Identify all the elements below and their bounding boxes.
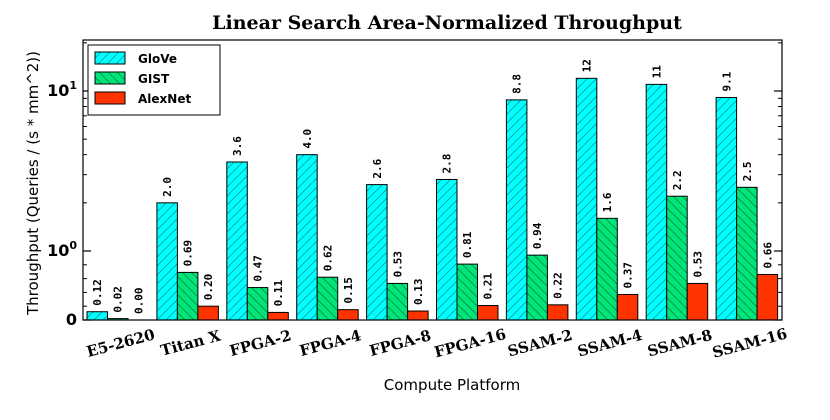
bar-gist-ssam-16 bbox=[736, 186, 758, 321]
data-label-glove-titan x: 2.0 bbox=[161, 177, 174, 197]
data-label-alexnet-ssam-2: 0.22 bbox=[552, 272, 565, 299]
data-label-gist-fpga-4: 0.62 bbox=[321, 245, 334, 272]
data-label-alexnet-ssam-8: 0.53 bbox=[691, 251, 704, 278]
data-label-glove-fpga-16: 2.8 bbox=[441, 154, 454, 174]
data-label-gist-ssam-2: 0.94 bbox=[531, 222, 544, 249]
data-label-gist-ssam-4: 1.6 bbox=[601, 192, 614, 212]
data-label-glove-fpga-8: 2.6 bbox=[371, 158, 384, 178]
data-label-glove-ssam-4: 12 bbox=[581, 59, 594, 72]
data-label-alexnet-fpga-2: 0.11 bbox=[272, 280, 285, 307]
bar-glove-fpga-8 bbox=[366, 184, 388, 321]
bar-gist-titan x bbox=[176, 271, 199, 321]
data-label-gist-fpga-16: 0.81 bbox=[461, 231, 474, 258]
x-tick-label-fpga-4: FPGA-4 bbox=[298, 326, 364, 360]
data-label-gist-fpga-8: 0.53 bbox=[391, 251, 404, 278]
data-label-alexnet-e5-2620: 0.00 bbox=[132, 288, 145, 315]
bar-glove-ssam-2 bbox=[505, 99, 528, 321]
data-label-alexnet-ssam-4: 0.37 bbox=[622, 262, 635, 289]
x-tick-label-ssam-8: SSAM-8 bbox=[646, 326, 715, 361]
legend-swatch-alexnet bbox=[94, 91, 126, 105]
data-label-glove-ssam-16: 9.1 bbox=[720, 71, 733, 91]
bar-gist-fpga-4 bbox=[316, 276, 339, 321]
bar-glove-ssam-16 bbox=[715, 97, 738, 321]
data-label-glove-ssam-2: 8.8 bbox=[511, 74, 524, 94]
data-label-glove-e5-2620: 0.12 bbox=[91, 279, 104, 306]
data-label-gist-e5-2620: 0.02 bbox=[112, 286, 125, 313]
bar-gist-fpga-8 bbox=[386, 282, 409, 321]
plot-frame bbox=[82, 39, 783, 321]
bar-glove-titan x bbox=[156, 202, 178, 321]
y-tick-label: 100 bbox=[47, 239, 77, 260]
legend-label-alexnet: AlexNet bbox=[138, 92, 191, 106]
data-label-gist-fpga-2: 0.47 bbox=[252, 255, 265, 282]
bar-glove-fpga-16 bbox=[436, 178, 458, 321]
plot-area: 0.12 0.02 0.00 2.0 0.69 0.20 3.6 0.47 0.11 4.0 0.6… bbox=[47, 39, 789, 362]
legend: GloVe GIST AlexNet bbox=[87, 44, 221, 116]
x-tick-label-fpga-2: FPGA-2 bbox=[228, 326, 294, 360]
bar-gist-ssam-8 bbox=[666, 195, 688, 321]
x-tick-label-fpga-16: FPGA-16 bbox=[432, 325, 508, 361]
data-label-gist-titan x: 0.69 bbox=[182, 240, 195, 267]
bar-glove-ssam-8 bbox=[645, 83, 668, 321]
y-tick-label: 101 bbox=[47, 79, 77, 100]
bar-gist-ssam-2 bbox=[526, 254, 548, 321]
x-axis-title: Compute Platform bbox=[384, 376, 520, 394]
bar-alexnet-fpga-16 bbox=[477, 305, 499, 321]
bar-alexnet-ssam-2 bbox=[546, 304, 569, 321]
x-tick-label-ssam-16: SSAM-16 bbox=[710, 325, 789, 362]
chart-title: Linear Search Area-Normalized Throughput bbox=[212, 12, 682, 34]
legend-label-glove: GloVe bbox=[138, 52, 177, 66]
data-label-glove-fpga-4: 4.0 bbox=[301, 129, 314, 149]
data-label-gist-ssam-16: 2.5 bbox=[741, 161, 754, 181]
bar-alexnet-ssam-8 bbox=[686, 282, 709, 321]
data-label-gist-ssam-8: 2.2 bbox=[671, 170, 684, 190]
legend-swatch-glove bbox=[94, 51, 126, 65]
y-axis-ticks bbox=[83, 42, 782, 307]
bar-glove-fpga-4 bbox=[296, 154, 318, 321]
bar-glove-e5-2620 bbox=[86, 311, 108, 321]
y-tick-label: 0 bbox=[66, 310, 77, 329]
bar-glove-ssam-4 bbox=[575, 77, 598, 321]
bar-alexnet-fpga-8 bbox=[407, 310, 429, 321]
bar-alexnet-ssam-16 bbox=[756, 273, 779, 321]
bar-gist-fpga-2 bbox=[246, 287, 269, 321]
data-label-alexnet-ssam-16: 0.66 bbox=[761, 242, 774, 269]
bar-alexnet-fpga-2 bbox=[267, 311, 289, 321]
bar-alexnet-titan x bbox=[197, 305, 219, 321]
bar-glove-fpga-2 bbox=[226, 161, 248, 321]
x-tick-label-fpga-8: FPGA-8 bbox=[367, 326, 433, 360]
legend-label-gist: GIST bbox=[138, 72, 170, 86]
x-tick-label-titan x: Titan X bbox=[159, 326, 223, 359]
x-tick-label-e5-2620: E5-2620 bbox=[85, 325, 157, 360]
data-label-alexnet-fpga-16: 0.21 bbox=[482, 273, 495, 300]
x-tick-label-ssam-4: SSAM-4 bbox=[576, 326, 645, 361]
data-label-alexnet-fpga-8: 0.13 bbox=[412, 279, 425, 306]
y-axis-title: Throughput (Queries / (s * mm^2)) bbox=[24, 51, 42, 316]
data-label-alexnet-fpga-4: 0.15 bbox=[342, 277, 355, 304]
bar-alexnet-fpga-4 bbox=[337, 309, 359, 321]
bar-gist-ssam-4 bbox=[596, 217, 618, 321]
bar-gist-fpga-16 bbox=[456, 263, 478, 321]
data-label-glove-fpga-2: 3.6 bbox=[231, 136, 244, 156]
legend-swatch-gist bbox=[94, 71, 126, 85]
bar-alexnet-ssam-4 bbox=[616, 293, 639, 321]
data-label-alexnet-titan x: 0.20 bbox=[202, 274, 215, 301]
data-label-glove-ssam-8: 11 bbox=[650, 65, 663, 79]
x-tick-label-ssam-2: SSAM-2 bbox=[506, 326, 575, 361]
